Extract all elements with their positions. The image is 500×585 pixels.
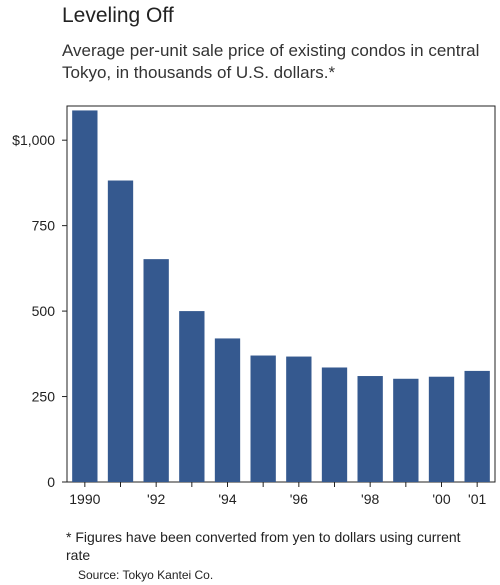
bar xyxy=(464,370,490,482)
footnote: * Figures have been converted from yen t… xyxy=(66,529,461,563)
y-tick-label: 500 xyxy=(32,303,56,319)
bar xyxy=(357,376,383,482)
source-note: Source: Tokyo Kantei Co. xyxy=(78,568,214,582)
bar xyxy=(143,259,169,482)
chart-title: Leveling Off xyxy=(62,4,174,27)
bar xyxy=(214,338,241,482)
bar xyxy=(250,355,276,482)
y-tick-label: 750 xyxy=(32,218,56,234)
x-tick-label: '92 xyxy=(147,491,165,507)
y-tick-label: $1,000 xyxy=(12,132,55,148)
bar xyxy=(72,110,98,482)
y-tick-label: 250 xyxy=(32,389,56,405)
bar xyxy=(286,356,312,482)
y-tick-label: 0 xyxy=(47,474,55,490)
bar xyxy=(321,367,348,482)
x-tick-label: '94 xyxy=(218,491,236,507)
x-tick-label: '98 xyxy=(361,491,379,507)
chart-subtitle: Average per-unit sale price of existing … xyxy=(62,41,480,82)
bar-chart: 0 250 500 750 $1,000 1990 '92 '94 '96 '98 '00 '01 xyxy=(12,105,496,507)
bar xyxy=(428,376,455,482)
bar xyxy=(393,378,419,482)
x-tick-label: '96 xyxy=(290,491,308,507)
bar xyxy=(107,180,134,482)
plot-frame xyxy=(66,105,496,483)
x-tick-label: '00 xyxy=(432,491,450,507)
x-tick-label: 1990 xyxy=(69,491,100,507)
x-tick-label: '01 xyxy=(468,491,486,507)
bar xyxy=(179,311,205,482)
